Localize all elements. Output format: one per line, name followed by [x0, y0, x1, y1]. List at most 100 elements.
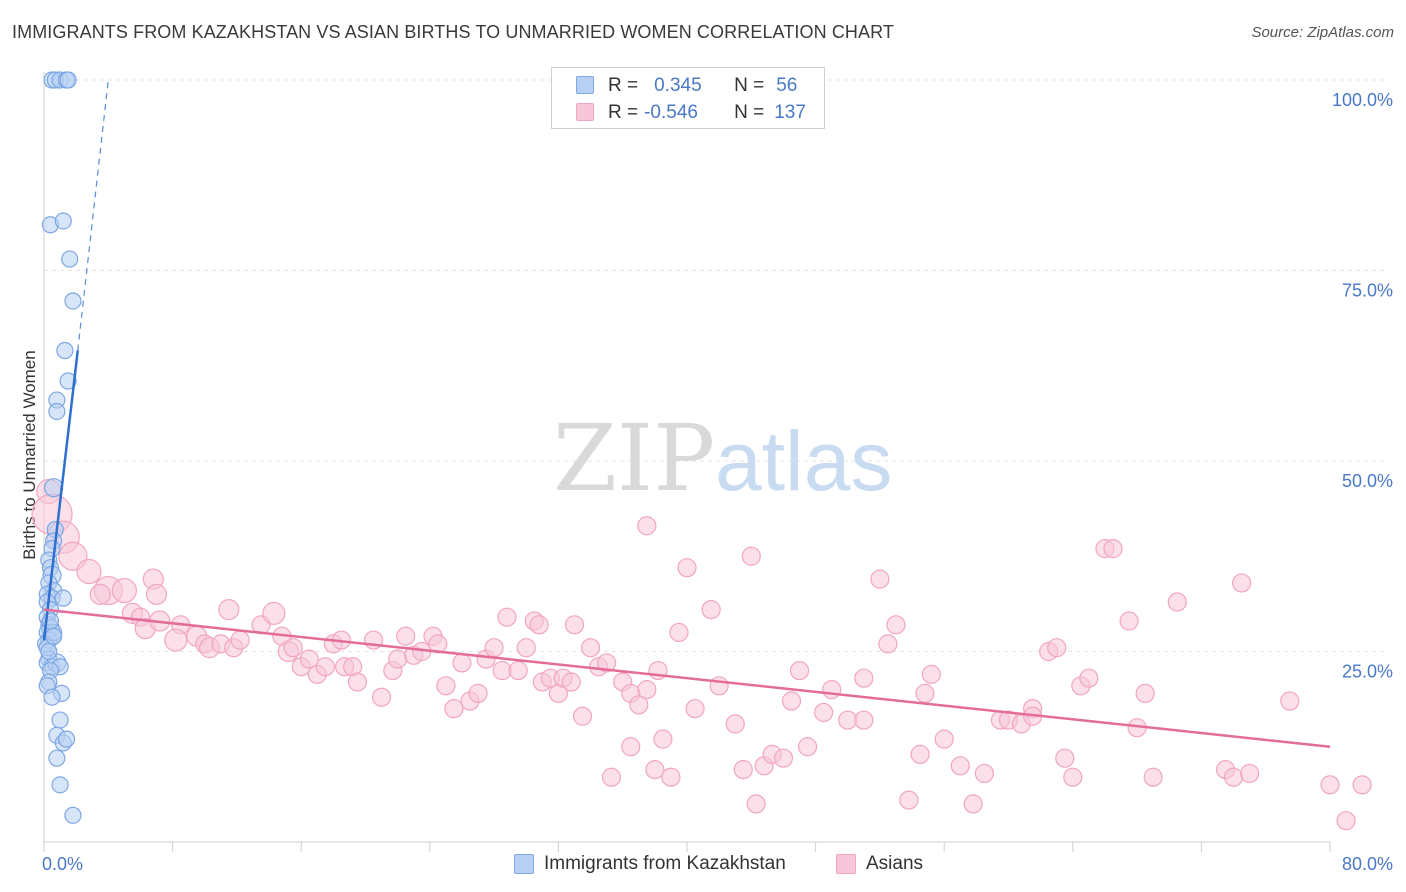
data-point-asians [484, 638, 504, 658]
y-tick-labels: 100.0% 75.0% 50.0% 25.0% [1332, 90, 1393, 682]
data-point-asians [1079, 668, 1099, 688]
data-point-asians [921, 664, 941, 684]
data-point-asians [781, 691, 802, 711]
data-point-kazakhstan [56, 341, 74, 360]
data-point-asians [915, 683, 935, 704]
axes [43, 72, 1331, 852]
chart-title: IMMIGRANTS FROM KAZAKHSTAN VS ASIAN BIRT… [12, 22, 894, 42]
series-kazakhstan [37, 71, 82, 824]
bottom-legend-asians: Asians [836, 852, 923, 876]
data-point-kazakhstan [51, 776, 69, 794]
data-point-asians [347, 672, 368, 692]
data-point-asians [1240, 763, 1260, 784]
data-point-asians [89, 583, 111, 605]
data-point-kazakhstan [45, 627, 63, 645]
data-point-asians [637, 516, 657, 536]
data-point-asians [597, 653, 617, 673]
data-point-asians [950, 756, 970, 776]
data-point-asians [436, 676, 456, 696]
data-point-asians [629, 695, 649, 715]
data-point-asians [886, 615, 906, 635]
data-point-asians [580, 638, 601, 658]
data-point-asians [878, 634, 898, 654]
data-point-asians [974, 763, 994, 784]
data-point-asians [164, 628, 188, 652]
data-point-asians [492, 660, 512, 681]
data-point-asians [561, 672, 581, 692]
legend-swatch-kazakhstan [576, 76, 594, 94]
data-point-asians [934, 729, 954, 749]
data-point-kazakhstan [51, 711, 69, 729]
data-point-asians [870, 569, 890, 589]
legend-swatch-asians [576, 103, 594, 121]
data-point-asians [621, 737, 641, 757]
data-point-asians [1223, 767, 1244, 787]
trend-line-kazakhstan-extension [77, 79, 109, 351]
trend-line-asians [43, 608, 1331, 748]
data-point-asians [1103, 539, 1123, 559]
data-point-asians [669, 622, 689, 643]
data-point-asians [709, 676, 729, 696]
data-point-kazakhstan [43, 688, 61, 706]
data-point-asians [1167, 592, 1187, 612]
data-point-asians [797, 737, 818, 757]
data-point-asians [76, 558, 102, 585]
x-tick-label: 0.0% [42, 854, 83, 874]
data-point-asians [645, 760, 665, 780]
data-point-asians [452, 653, 472, 673]
data-point-kazakhstan [48, 749, 66, 767]
data-point-kazakhstan [59, 372, 77, 390]
legend-n-value: 137 [774, 102, 806, 123]
legend-n-label: N = [734, 102, 765, 123]
data-point-kazakhstan [64, 292, 82, 310]
data-point-asians [653, 729, 673, 749]
data-point-asians [1055, 748, 1075, 768]
data-point-asians [299, 649, 319, 669]
data-point-kazakhstan [48, 402, 66, 421]
data-point-asians [733, 760, 753, 780]
watermark-zip: ZIP [553, 405, 715, 512]
data-point-asians [1320, 775, 1340, 795]
gridlines [44, 79, 1384, 652]
data-point-asians [1336, 811, 1356, 831]
bottom-legend-swatch-asians [836, 854, 856, 874]
data-point-asians [854, 668, 874, 688]
data-point-asians [701, 599, 721, 620]
data-point-asians [516, 638, 536, 658]
data-point-asians [725, 714, 745, 734]
data-point-asians [637, 679, 657, 700]
legend-row-kazakhstan: R = 0.345 N = 56 [608, 75, 797, 97]
data-point-asians [262, 601, 286, 626]
trend-lines [42, 79, 1331, 748]
data-point-asians [601, 767, 622, 787]
data-point-kazakhstan [54, 212, 72, 230]
data-point-asians [685, 699, 705, 719]
data-point-asians [661, 767, 681, 787]
legend-row-asians: R = -0.546 N = 137 [608, 102, 806, 124]
series-asians [31, 478, 1372, 831]
data-point-kazakhstan [59, 71, 77, 89]
y-tick-label: 100.0% [1332, 90, 1393, 110]
data-point-asians [529, 615, 549, 635]
data-point-kazakhstan [64, 806, 82, 824]
data-point-asians [388, 649, 408, 669]
data-point-asians [854, 710, 874, 730]
data-point-asians [111, 577, 137, 604]
data-point-asians [1135, 683, 1155, 704]
legend-r-value: 0.345 [654, 75, 702, 96]
data-point-asians [230, 630, 250, 650]
data-point-asians [814, 702, 834, 723]
y-tick-label: 50.0% [1342, 471, 1393, 491]
data-point-kazakhstan [54, 589, 72, 607]
data-point-asians [789, 660, 810, 681]
data-point-asians [1352, 775, 1372, 795]
data-point-asians [1280, 691, 1300, 711]
bottom-legend-label-asians: Asians [866, 853, 924, 874]
legend-n-value: 56 [776, 75, 798, 96]
data-point-asians [746, 794, 766, 814]
data-point-asians [315, 657, 335, 677]
data-point-asians [428, 634, 448, 654]
data-point-asians [371, 687, 392, 707]
data-point-asians [145, 583, 168, 605]
